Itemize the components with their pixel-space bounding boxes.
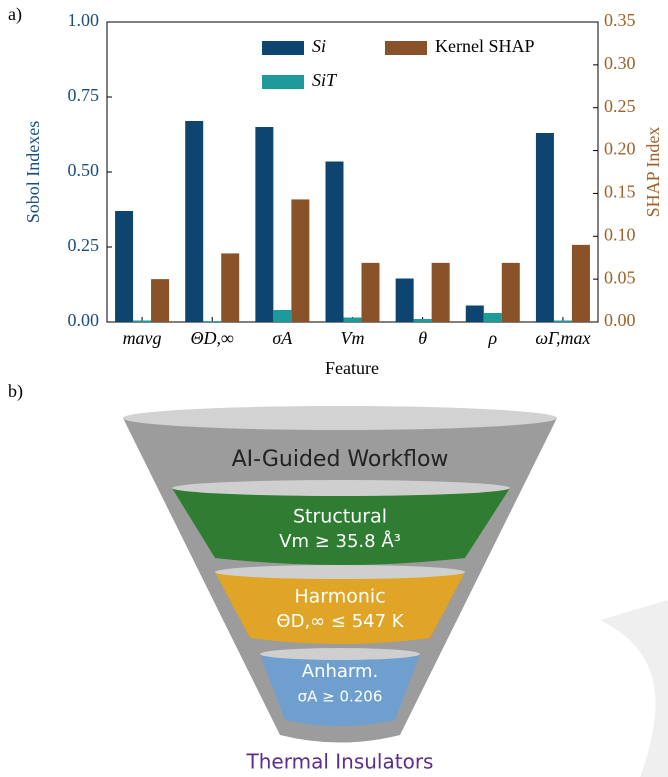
bar (361, 262, 380, 322)
y2-tick-label: 0.30 (604, 53, 636, 73)
bar (325, 161, 344, 322)
y2-tick-label: 0.00 (604, 310, 636, 330)
funnel (123, 406, 557, 743)
y2-tick-label: 0.20 (604, 139, 636, 159)
y2-tick-label: 0.15 (604, 182, 636, 202)
panel-label: b) (8, 381, 23, 402)
stage-structural (172, 488, 510, 565)
legend-label: Si (312, 36, 326, 56)
x-tick-label: θ (418, 328, 427, 348)
bar (203, 321, 222, 322)
stage-criterion: Vm ≥ 35.8 Å³ (279, 530, 401, 552)
stage-anharmonic (260, 654, 420, 726)
x-tick-label: ωΓ,max (535, 328, 590, 348)
legend-swatch (262, 41, 304, 55)
bar (431, 262, 450, 322)
output-label: Thermal Insulators (246, 750, 434, 774)
x-axis-label: Feature (325, 358, 379, 378)
y2-axis-label: SHAP Index (643, 127, 663, 218)
x-tick-label: ΘD,∞ (191, 328, 234, 348)
bar (133, 320, 152, 322)
x-tick-label: mavg (123, 328, 162, 348)
bar (185, 121, 204, 322)
legend-swatch (262, 75, 304, 89)
legend-label: Kernel SHAP (435, 36, 535, 56)
stage-criterion: ΘD,∞ ≤ 547 K (276, 611, 404, 632)
bar (115, 211, 134, 322)
stage-rim (215, 565, 465, 579)
y2-tick-label: 0.25 (604, 96, 636, 116)
stage-harmonic (215, 572, 465, 644)
stage-label: Anharm. (302, 661, 379, 682)
funnel-rim (123, 406, 557, 430)
stage-criterion: σA ≥ 0.206 (298, 688, 383, 706)
stage-label: Harmonic (294, 586, 385, 608)
legend-label: SiT (312, 70, 338, 90)
y-tick-label: 0.75 (68, 85, 100, 105)
y-tick-label: 0.00 (68, 310, 100, 330)
bar (343, 317, 362, 322)
x-tick-label: Vm (341, 328, 365, 348)
bar (553, 320, 572, 322)
y2-tick-label: 0.05 (604, 267, 636, 287)
y-tick-label: 0.25 (68, 235, 100, 255)
bar (465, 305, 484, 322)
bar (273, 310, 292, 322)
stage-rim (172, 480, 510, 496)
x-tick-label: ρ (487, 328, 497, 348)
bar (483, 313, 502, 322)
y-axis-label: Sobol Indexes (23, 121, 43, 224)
x-tick-label: σA (272, 328, 293, 348)
panel-label: a) (8, 4, 22, 25)
watermark (600, 600, 668, 777)
bar (395, 278, 414, 322)
bar (291, 199, 310, 322)
stage-rim (260, 648, 420, 660)
plot-frame (106, 21, 599, 323)
bar (255, 127, 274, 322)
stage-label: Structural (293, 506, 387, 528)
y2-tick-label: 0.10 (604, 224, 636, 244)
bar (151, 279, 170, 322)
y-tick-label: 0.50 (68, 160, 100, 180)
y2-tick-label: 0.35 (604, 10, 636, 30)
diagram-title: AI-Guided Workflow (232, 447, 449, 472)
bar (221, 253, 240, 322)
legend-swatch (385, 41, 427, 55)
bar (413, 319, 432, 322)
bar (571, 244, 590, 322)
bar (501, 262, 520, 322)
bar (535, 133, 554, 322)
y-tick-label: 1.00 (68, 10, 100, 30)
